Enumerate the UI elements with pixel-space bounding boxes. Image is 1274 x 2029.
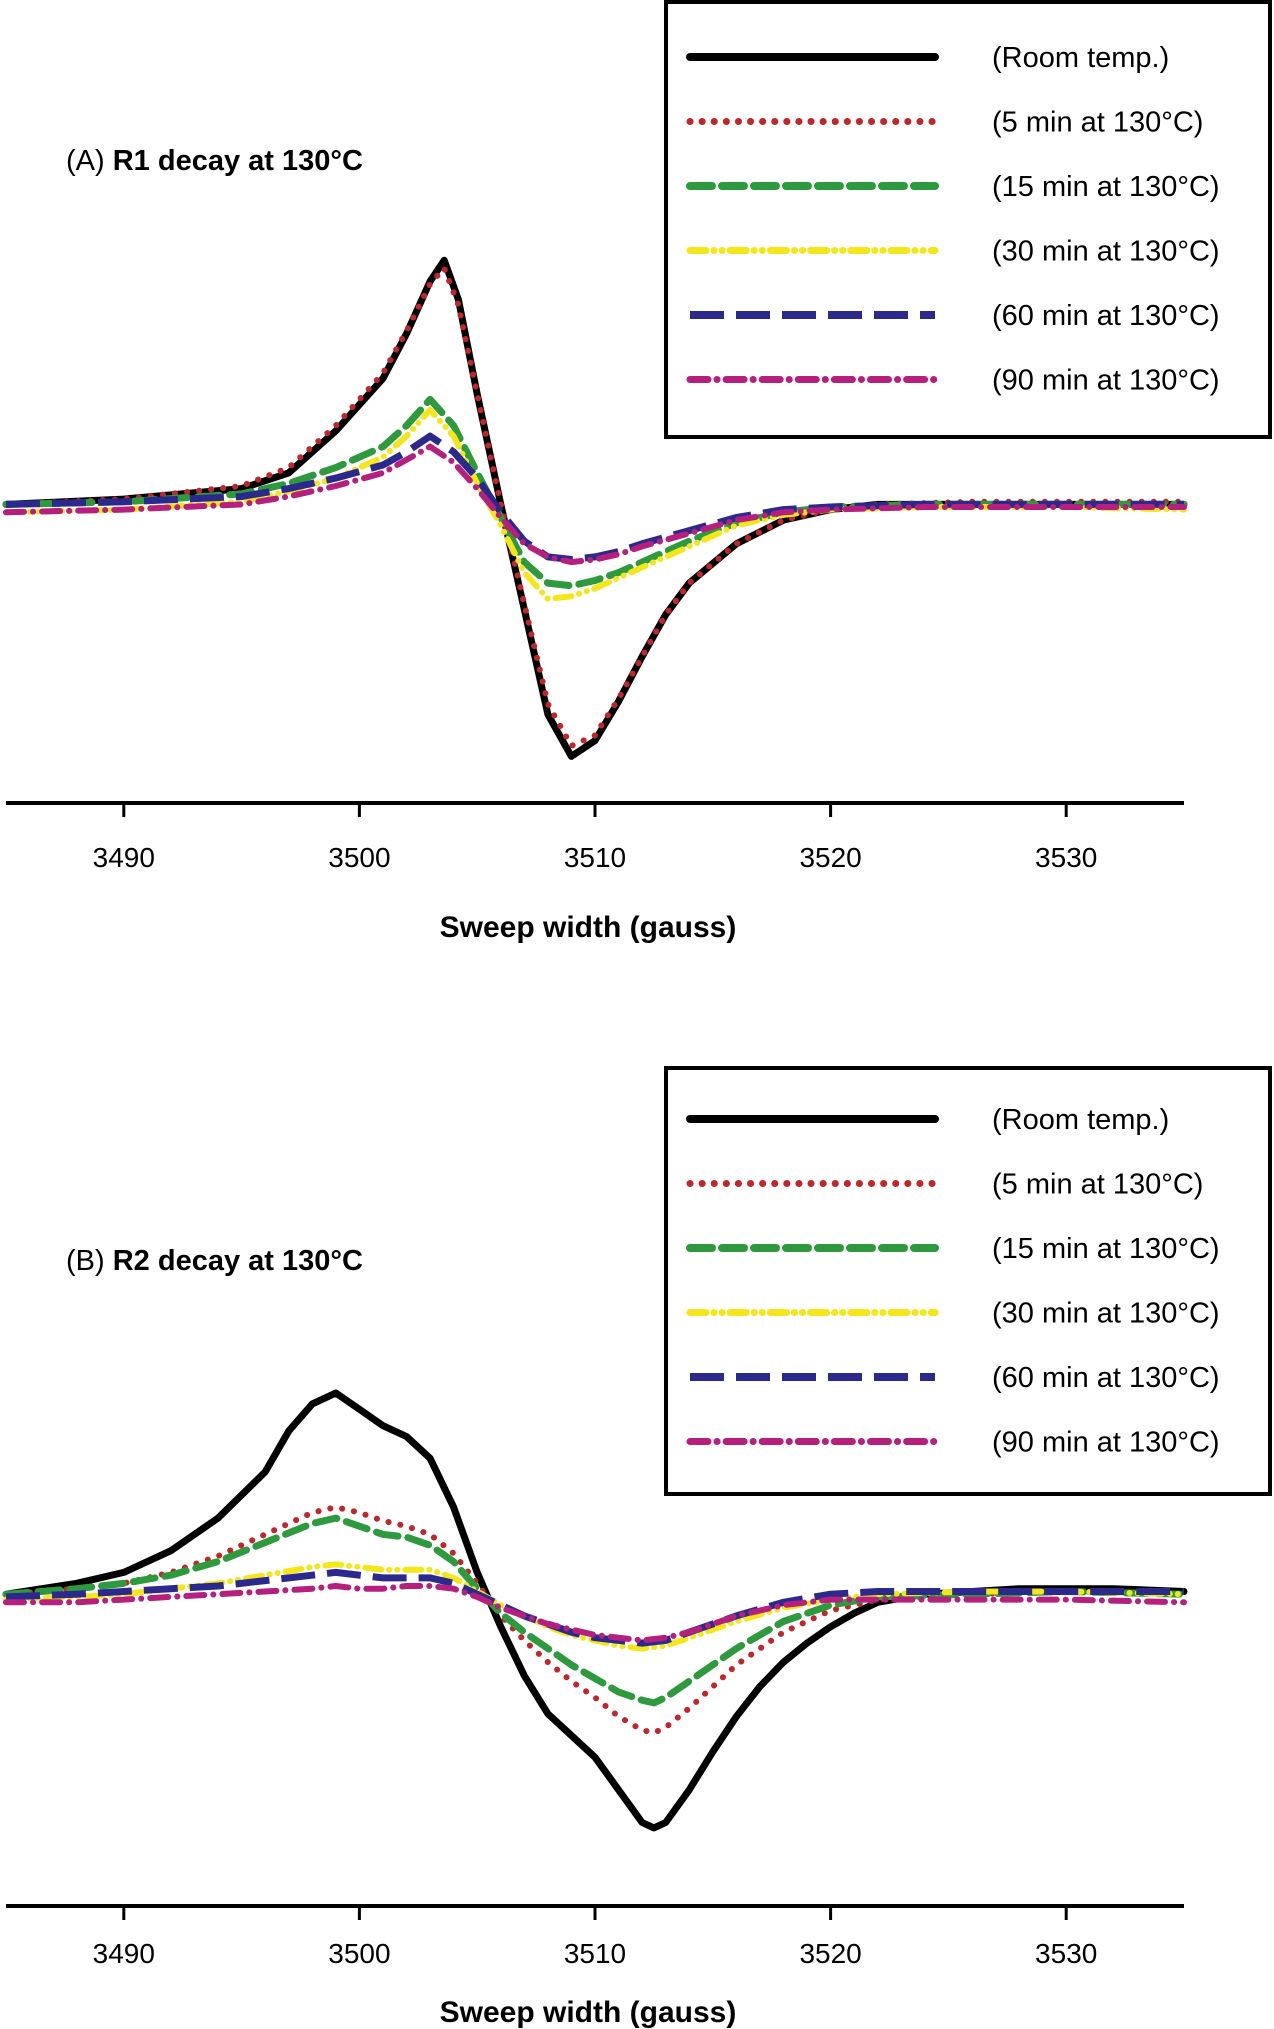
- panel-a-legend-label-4: (60 min at 130°C): [992, 300, 1220, 332]
- panel-a-series: [2, 256, 1188, 760]
- panel-b-series-line-2: [2, 1514, 1188, 1707]
- panel-a-legend-label-1: (5 min at 130°C): [992, 107, 1203, 139]
- panel-b-title: (B) R2 decay at 130°C: [66, 1245, 363, 1277]
- panel-b-label: (B): [66, 1245, 105, 1277]
- panel-a-chart: 3490 3500 3510 3520 3530 Sweep width (gauss)…: [2, 0, 1272, 944]
- panel-a-x-tick-label-2: 3510: [564, 842, 626, 873]
- panel-a-series-line-5: [3, 443, 1187, 566]
- panel-b-legend-box: [664, 1066, 1272, 1496]
- panel-a-x-tick-label-0: 3490: [93, 842, 155, 873]
- panel-b-x-tick-label-2: 3510: [564, 1938, 626, 1969]
- panel-a-title-text: R1 decay at 130°C: [113, 145, 363, 177]
- panel-a-legend-label-3: (30 min at 130°C): [992, 236, 1220, 268]
- panel-a-x-ticks: 3490 3500 3510 3520 3530: [93, 803, 1097, 873]
- panel-b-legend-label-5: (90 min at 130°C): [992, 1427, 1220, 1459]
- panel-a-x-tick-label-4: 3530: [1035, 842, 1097, 873]
- panel-b-series-line-0: [2, 1389, 1188, 1832]
- panel-a-x-tick-label-3: 3520: [799, 842, 861, 873]
- panel-a-title: (A) R1 decay at 130°C: [66, 145, 363, 177]
- panel-b-series: [2, 1389, 1188, 1832]
- panel-b-chart: 3490 3500 3510 3520 3530 Sweep width (gauss)…: [2, 1066, 1272, 2029]
- panel-b-legend-label-0: (Room temp.): [992, 1104, 1169, 1136]
- panel-b-x-tick-label-0: 3490: [93, 1938, 155, 1969]
- panel-a-legend-label-5: (90 min at 130°C): [992, 365, 1220, 397]
- panel-a-x-tick-label-1: 3500: [328, 842, 390, 873]
- panel-a-legend-label-0: (Room temp.): [992, 42, 1169, 74]
- panel-b-x-ticks: 3490 3500 3510 3520 3530: [93, 1906, 1097, 1969]
- panel-b-series-line-1: [3, 1504, 1187, 1736]
- panel-b-legend-label-1: (5 min at 130°C): [992, 1169, 1203, 1201]
- panel-a-legend-box: [664, 0, 1272, 439]
- panel-b-series-line-5: [3, 1583, 1187, 1644]
- panel-b-x-tick-label-3: 3520: [799, 1938, 861, 1969]
- panel-b-x-axis-title: Sweep width (gauss): [440, 1996, 737, 2029]
- panel-b-legend-label-4: (60 min at 130°C): [992, 1362, 1220, 1394]
- panel-b-title-text: R2 decay at 130°C: [113, 1245, 363, 1277]
- panel-a-legend-label-2: (15 min at 130°C): [992, 171, 1220, 203]
- panel-a-legend: (Room temp.) (5 min at 130°C) (15 min at 1…: [664, 0, 1272, 439]
- panel-b-x-tick-label-4: 3530: [1035, 1938, 1097, 1969]
- panel-a-x-axis-title: Sweep width (gauss): [440, 911, 737, 944]
- panel-a-label: (A): [66, 145, 105, 177]
- panel-b-legend-label-2: (15 min at 130°C): [992, 1233, 1220, 1265]
- panel-b-x-tick-label-1: 3500: [328, 1938, 390, 1969]
- panel-b-legend-label-3: (30 min at 130°C): [992, 1298, 1220, 1330]
- panel-b-legend: (Room temp.) (5 min at 130°C) (15 min at 1…: [664, 1066, 1272, 1496]
